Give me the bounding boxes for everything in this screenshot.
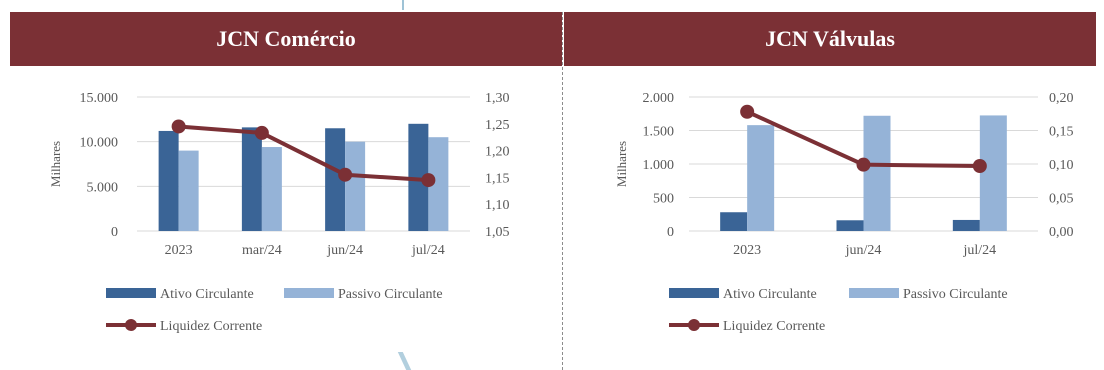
bar-passivo — [428, 137, 449, 231]
y2-tick-label: 0,20 — [1049, 91, 1074, 106]
legend-marker — [688, 319, 700, 331]
y-axis-title: Milhares — [48, 141, 63, 187]
y2-tick-label: 0,10 — [1049, 158, 1074, 173]
decorative-line-top — [402, 0, 404, 10]
y-tick-label: 2.000 — [643, 91, 675, 106]
legend-label: Passivo Circulante — [338, 287, 443, 302]
legend-label: Ativo Circulante — [723, 287, 817, 302]
legend-label: Passivo Circulante — [903, 287, 1008, 302]
legend-swatch — [849, 288, 899, 298]
bar-ativo — [836, 220, 864, 231]
x-tick-label: 2023 — [733, 243, 761, 258]
legend-label: Liquidez Corrente — [723, 319, 825, 334]
y2-tick-label: 1,20 — [485, 145, 510, 160]
y-tick-label: 1.500 — [643, 125, 675, 140]
x-tick-label: jun/24 — [845, 243, 882, 258]
bar-ativo — [241, 127, 262, 231]
bar-passivo — [863, 115, 891, 231]
x-tick-label: mar/24 — [242, 243, 282, 258]
line-point — [171, 119, 186, 134]
panel-title: JCN Válvulas — [765, 26, 895, 51]
legend-marker — [125, 319, 137, 331]
series-line-liquidez — [178, 124, 429, 183]
panel-jcn-comercio: JCN Comércio 15.000 10.000 5.000 0 1,30 1,25 1… — [10, 12, 562, 334]
bar-ativo — [408, 123, 429, 231]
panel-header: JCN Comércio — [10, 12, 562, 66]
y2-tick-label: 1,30 — [485, 91, 510, 106]
bar-ativo — [720, 212, 748, 231]
bar-ativo — [158, 130, 179, 231]
x-tick-label: jun/24 — [326, 243, 363, 258]
legend-label: Ativo Circulante — [160, 287, 254, 302]
y2-tick-label: 0,05 — [1049, 192, 1074, 207]
bar-passivo — [979, 115, 1007, 231]
line-point — [254, 125, 269, 140]
x-tick-label: 2023 — [165, 243, 193, 258]
y-tick-label: 5.000 — [87, 180, 119, 195]
y2-tick-label: 0,00 — [1049, 225, 1074, 240]
legend-swatch — [106, 288, 156, 298]
legend-swatch — [284, 288, 334, 298]
y-tick-label: 500 — [653, 192, 674, 207]
bar-passivo — [178, 150, 199, 231]
y2-tick-label: 1,25 — [485, 118, 510, 133]
line-point — [338, 167, 353, 182]
y-tick-label: 15.000 — [80, 91, 119, 106]
chart-jcn-valvulas: 2.000 1.500 1.000 500 0 0,20 0,15 0,10 0,05 0,00 M… — [614, 91, 1074, 334]
panel-jcn-valvulas: JCN Válvulas 2.000 1.500 1.000 500 0 0,20 0,15… — [564, 0, 1104, 370]
line-point — [740, 104, 755, 119]
panel-divider — [562, 12, 563, 370]
line-point — [856, 157, 871, 172]
chart-jcn-comercio: 15.000 10.000 5.000 0 1,30 1,25 1,20 1,15 1,10 1,… — [48, 91, 510, 334]
bar-passivo — [747, 125, 775, 231]
y2-tick-label: 1,15 — [485, 171, 510, 186]
y-axis-title: Milhares — [614, 141, 629, 187]
y-tick-label: 0 — [667, 225, 674, 240]
legend-label: Liquidez Corrente — [160, 319, 262, 334]
legend-swatch — [669, 288, 719, 298]
y-tick-label: 0 — [111, 225, 118, 240]
y2-tick-label: 1,10 — [485, 198, 510, 213]
y-tick-label: 1.000 — [643, 158, 675, 173]
y2-tick-label: 1,05 — [485, 225, 510, 240]
panel-header: JCN Válvulas — [564, 12, 1096, 66]
x-tick-label: jul/24 — [411, 243, 445, 258]
bar-passivo — [345, 141, 366, 231]
y-tick-label: 10.000 — [80, 136, 119, 151]
line-point — [972, 159, 987, 174]
panel-title: JCN Comércio — [216, 26, 356, 51]
y2-tick-label: 0,15 — [1049, 125, 1074, 140]
line-point — [421, 173, 436, 188]
x-tick-label: jul/24 — [962, 243, 996, 258]
bar-ativo — [325, 128, 346, 231]
bar-ativo — [952, 219, 980, 231]
bar-passivo — [261, 147, 282, 231]
